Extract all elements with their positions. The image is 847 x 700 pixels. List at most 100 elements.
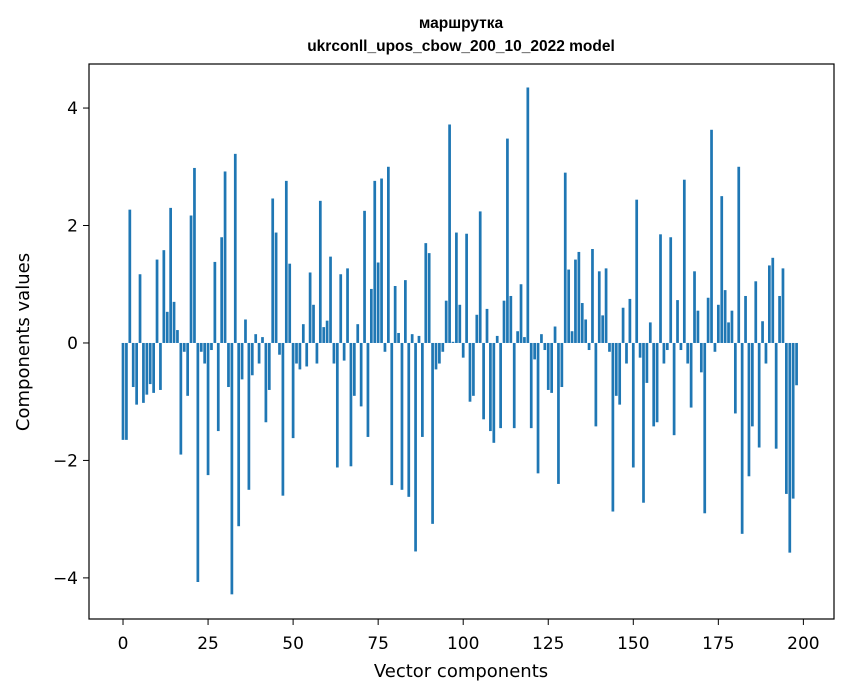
bar: [744, 295, 747, 343]
bars-layer: [121, 87, 798, 595]
bar: [169, 207, 172, 343]
bar: [349, 342, 353, 467]
bar: [203, 342, 207, 364]
bar: [550, 342, 554, 393]
bar: [611, 342, 615, 512]
bar: [193, 167, 196, 343]
bar: [706, 297, 710, 343]
bar: [322, 327, 326, 343]
bar: [696, 310, 700, 343]
y-tick-label: 0: [67, 334, 78, 354]
y-axis: 4 2 0 −2 −4: [53, 99, 89, 589]
bar: [472, 342, 475, 396]
bar: [448, 124, 451, 343]
bar: [669, 237, 673, 343]
x-tick-label: 75: [367, 634, 389, 654]
bar: [135, 342, 138, 405]
bar: [220, 237, 224, 343]
bar: [645, 342, 649, 383]
bar: [186, 342, 190, 396]
bar: [131, 342, 135, 388]
bar: [533, 342, 536, 360]
y-tick-label: −2: [53, 451, 78, 471]
bar: [516, 331, 519, 343]
bar: [730, 310, 734, 343]
bar: [295, 342, 298, 364]
bar: [148, 342, 152, 385]
bar: [414, 342, 417, 552]
bar: [785, 342, 788, 494]
bar: [764, 342, 768, 364]
bar: [366, 342, 370, 437]
bar: [121, 342, 125, 440]
bar: [410, 334, 414, 343]
bar: [747, 342, 751, 477]
bar: [407, 342, 411, 497]
bar: [662, 342, 666, 364]
bar: [597, 271, 601, 343]
bar: [390, 342, 394, 486]
bar: [679, 342, 683, 351]
bar: [261, 337, 264, 343]
bar: [298, 342, 302, 370]
x-tick-label: 150: [617, 634, 649, 654]
bar: [536, 342, 540, 474]
bar: [563, 172, 567, 343]
bar: [346, 268, 349, 343]
y-tick-label: 4: [67, 99, 78, 119]
bar: [206, 342, 210, 476]
bar: [223, 171, 227, 343]
bar: [652, 342, 656, 427]
bar: [631, 342, 635, 468]
bar: [264, 342, 268, 423]
bar: [281, 342, 285, 496]
bar: [720, 196, 724, 343]
bar: [529, 342, 533, 429]
bar: [591, 249, 594, 343]
bar: [318, 200, 322, 343]
bar: [458, 304, 462, 343]
bar: [655, 342, 659, 423]
bar: [587, 342, 591, 351]
bar: [165, 311, 169, 343]
bar: [332, 342, 336, 364]
bar: [237, 342, 241, 527]
bar: [771, 257, 775, 343]
x-tick-label: 100: [447, 634, 479, 654]
bar: [716, 304, 720, 343]
bar: [196, 342, 200, 582]
bar: [254, 334, 258, 343]
bar: [699, 342, 703, 373]
bar: [312, 304, 315, 343]
bar: [638, 342, 642, 358]
bar: [383, 342, 387, 352]
bar: [213, 261, 217, 343]
bar: [240, 342, 244, 380]
bar: [145, 342, 149, 395]
bar: [288, 263, 292, 343]
bar: [689, 342, 693, 408]
x-tick-label: 200: [787, 634, 819, 654]
bar: [125, 342, 128, 440]
bar: [757, 342, 761, 448]
bar: [489, 342, 492, 432]
bar: [244, 319, 247, 343]
bar: [577, 251, 581, 343]
y-tick-label: 2: [67, 217, 78, 237]
bar: [159, 342, 162, 390]
bar: [495, 335, 499, 343]
bar: [553, 326, 557, 343]
bar: [482, 342, 485, 420]
bar: [526, 87, 530, 343]
bar: [754, 281, 758, 343]
bar: [778, 295, 781, 343]
bar: [614, 342, 618, 396]
bar: [356, 324, 360, 343]
bar: [502, 300, 506, 343]
bar: [176, 330, 179, 343]
bar: [733, 342, 737, 414]
bar: [138, 274, 142, 343]
bar: [400, 342, 404, 490]
bar: [557, 342, 560, 484]
bar: [465, 233, 468, 343]
